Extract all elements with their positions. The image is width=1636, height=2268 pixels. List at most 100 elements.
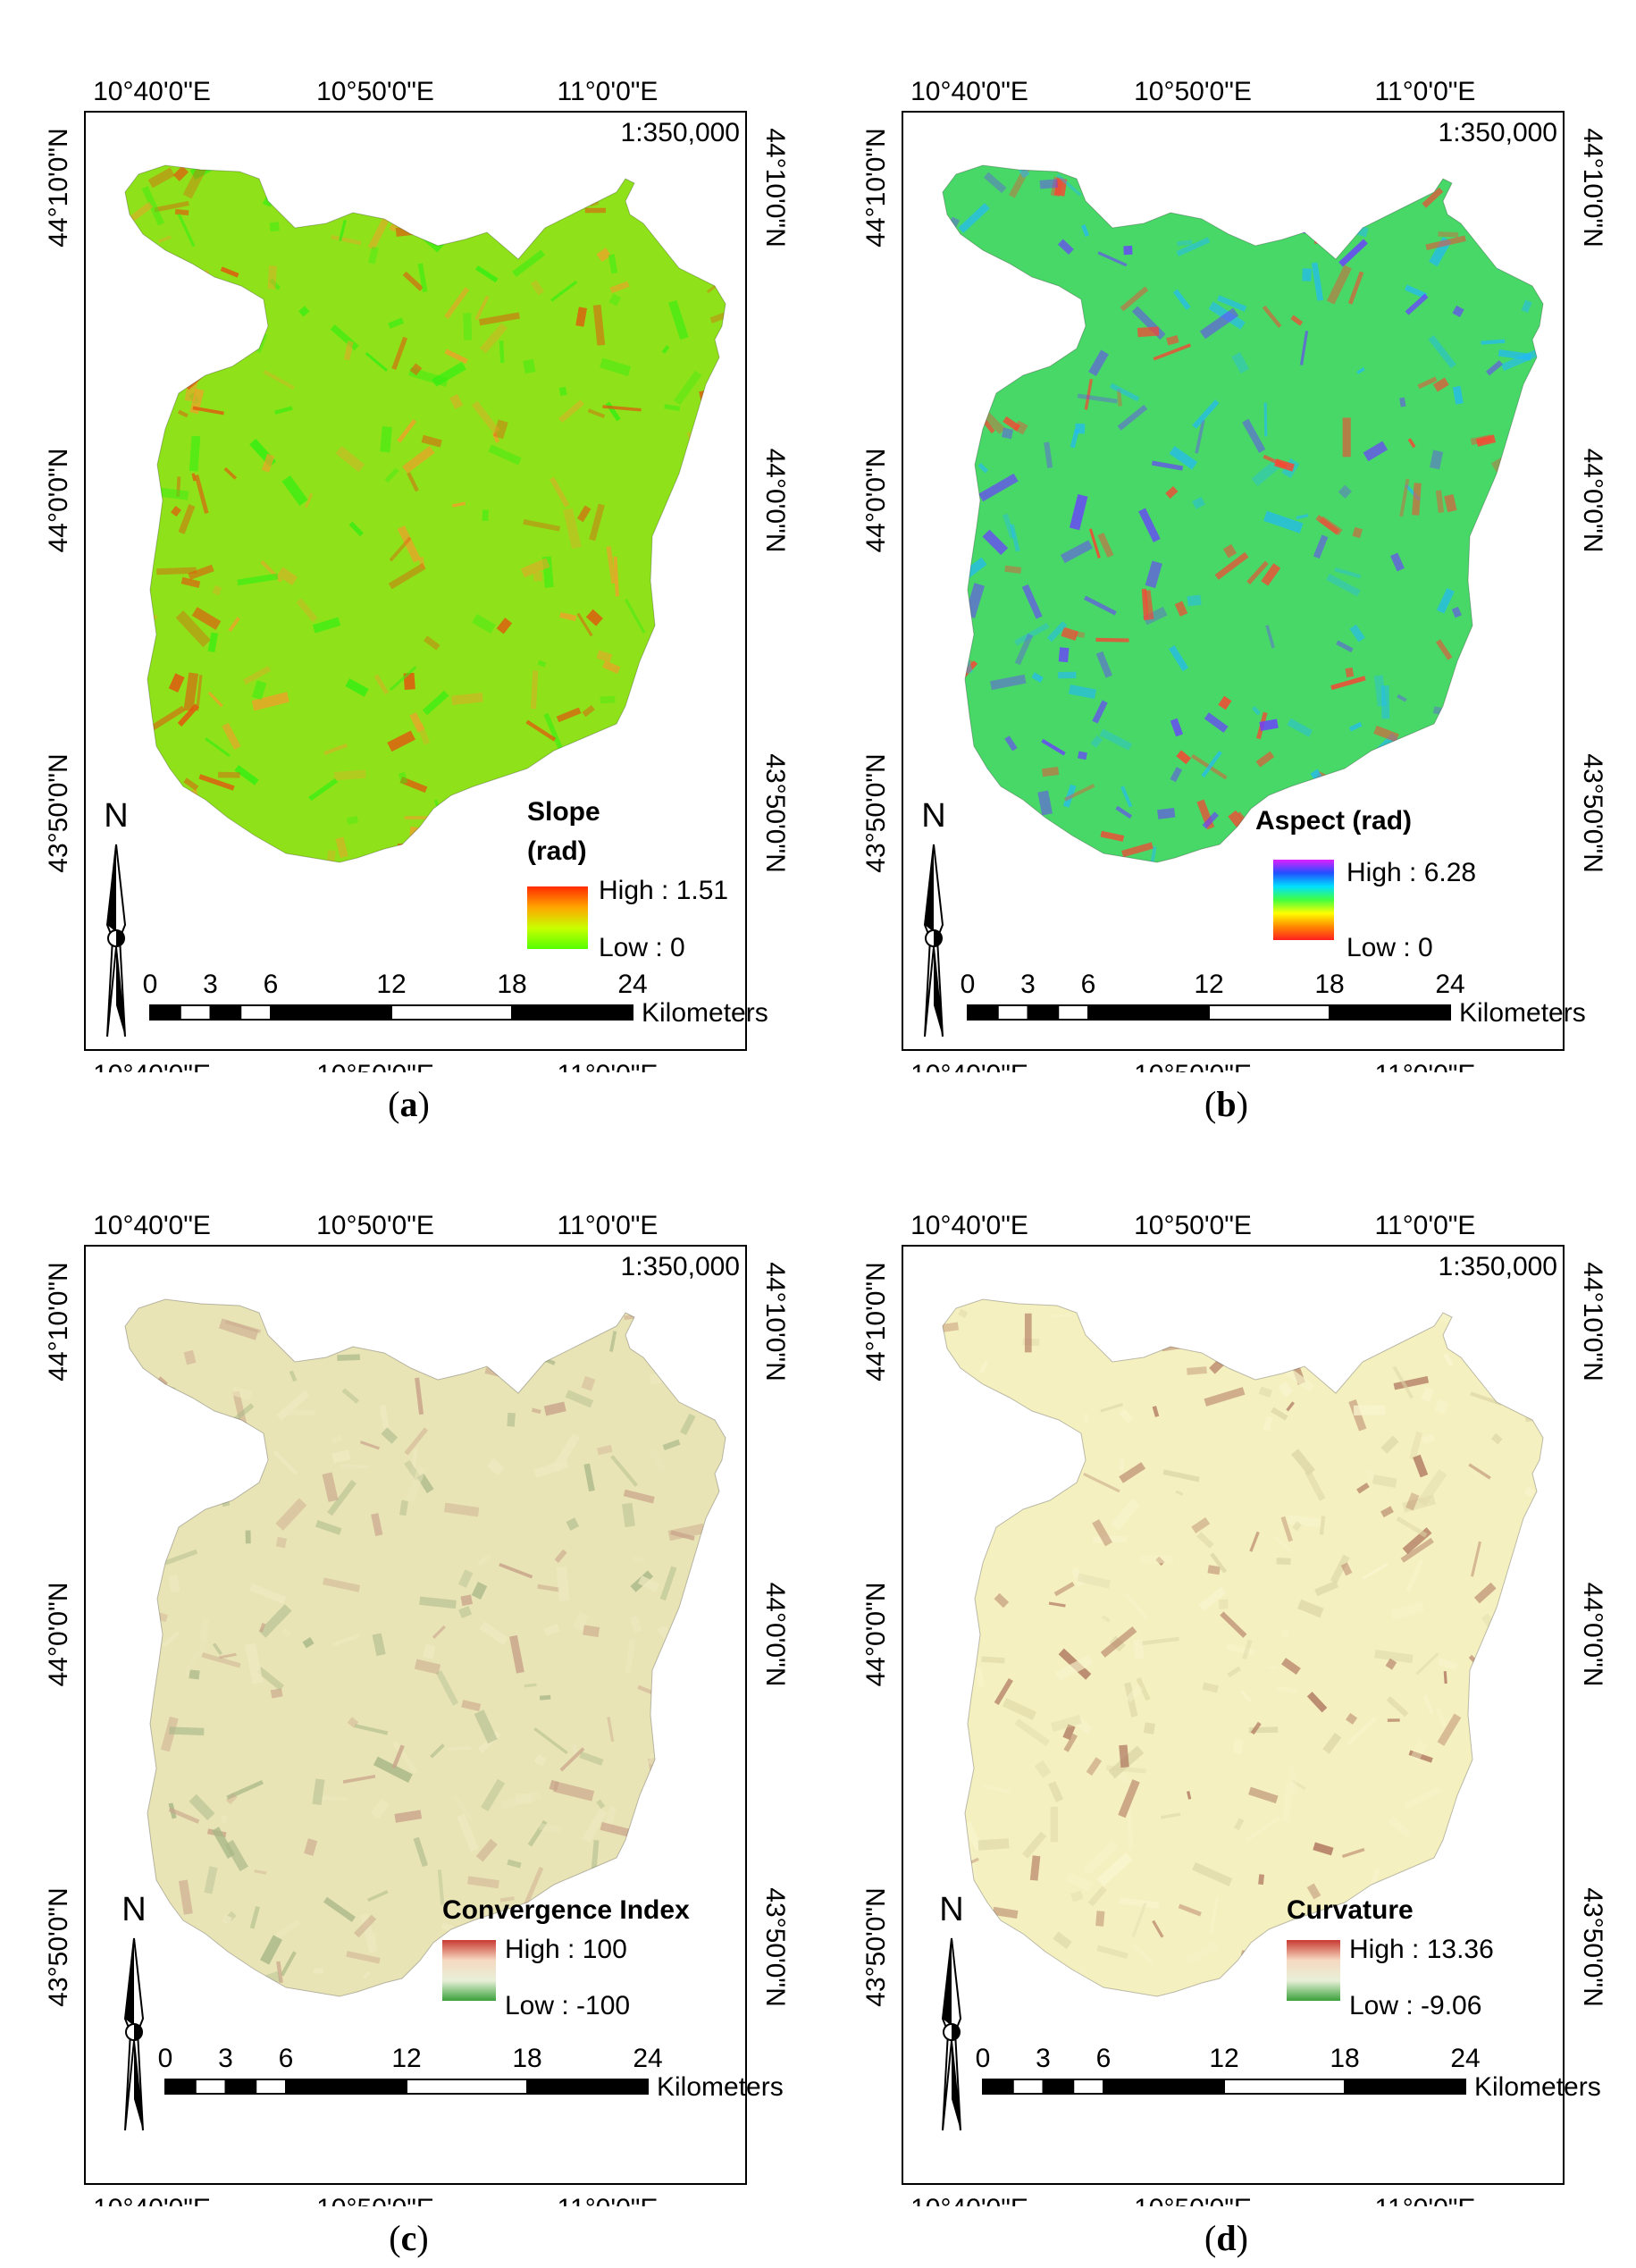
scale-bar-segment [164, 2079, 197, 2095]
legend-color-ramp [442, 1940, 496, 2001]
legend: Slope (rad) High : 1.51 Low : 0 [527, 797, 728, 962]
scale-tick-label: 18 [1314, 970, 1344, 999]
left-latitude-label: 44°10'0"N [861, 128, 891, 247]
north-arrow-icon: N [921, 797, 946, 1037]
legend-low-label: Low : -100 [505, 1991, 630, 2020]
scale-tick-label: 24 [633, 2044, 662, 2073]
scale-bar-segment [224, 2079, 257, 2095]
curvature-map: 10°40'0"E 10°50'0"E 11°0'0"E 10°40'0"E 1… [861, 1211, 1607, 2223]
scale-bar-segment [1329, 1004, 1451, 1021]
scale-unit: Kilometers [657, 2072, 784, 2102]
panel-caption: (d) [1204, 2218, 1248, 2258]
top-longitude-label: 10°40'0"E [93, 1211, 211, 1240]
slope-map: 10°40'0"E 10°50'0"E 11°0'0"E 10°40'0"E 1… [44, 77, 790, 1089]
left-latitude-label: 44°0'0"N [44, 1583, 73, 1687]
legend-title: Curvature [1287, 1895, 1414, 1925]
scale-unit: Kilometers [1459, 998, 1586, 1028]
legend-color-ramp [527, 886, 588, 949]
scale-bar-segment [255, 2079, 287, 2095]
legend-title: Aspect (rad) [1255, 806, 1412, 836]
study-area-region [942, 164, 1544, 863]
scale-tick-label: 24 [617, 970, 647, 999]
bottom-longitude-label: 10°50'0"E [1134, 1060, 1252, 1072]
scale-tick-label: 0 [143, 970, 158, 999]
scale-tick-label: 3 [203, 970, 218, 999]
scale-bar-segment [194, 2079, 227, 2095]
scale-bar-segment [1072, 2079, 1104, 2095]
right-latitude-label: 43°50'0"N [760, 1887, 790, 2006]
scale-unit: Kilometers [1474, 2072, 1601, 2102]
scale-tick-label: 6 [1096, 2044, 1112, 2073]
legend: Curvature High : 13.36 Low : -9.06 [1287, 1895, 1494, 2020]
top-longitude-label: 10°50'0"E [316, 77, 434, 106]
study-area-region [124, 164, 726, 863]
legend: Aspect (rad) High : 6.28 Low : 0 [1255, 806, 1476, 962]
scale-bar-segment [1011, 2079, 1045, 2095]
legend-low-label: Low : 0 [599, 933, 685, 962]
bottom-longitude-label: 10°40'0"E [93, 2194, 211, 2206]
scale-bar-segment [526, 2079, 649, 2095]
right-latitude-label: 44°0'0"N [1578, 449, 1607, 553]
study-area-region [942, 1298, 1544, 1997]
bottom-longitude-label: 10°50'0"E [316, 1060, 434, 1072]
left-latitude-label: 43°50'0"N [44, 753, 73, 872]
bottom-longitude-label: 10°40'0"E [910, 1060, 1028, 1072]
scale-bar: 0 3 6 12 18 24 Kilometers [158, 2044, 784, 2102]
left-latitude-label: 43°50'0"N [861, 1887, 891, 2006]
scale-unit: Kilometers [642, 998, 768, 1028]
map-frame [902, 1245, 1565, 2185]
scale-bar-segment [1208, 1004, 1330, 1021]
top-longitude-label: 10°50'0"E [1134, 77, 1252, 106]
scale-tick-label: 6 [279, 2044, 294, 2073]
scale-bar-segment [1057, 1004, 1089, 1021]
scale-bar-segment [511, 1004, 633, 1021]
bottom-longitude-label: 10°40'0"E [910, 2194, 1028, 2206]
north-arrow-icon: N [122, 1891, 147, 2131]
scale-tick-label: 0 [158, 2044, 173, 2073]
convergence-index-map-panel: 10°40'0"E 10°50'0"E 11°0'0"E 10°40'0"E 1… [0, 1134, 818, 2268]
scale-tick-label: 12 [1209, 2044, 1238, 2073]
right-latitude-label: 43°50'0"N [1578, 1887, 1607, 2006]
legend-subtitle: (rad) [527, 836, 587, 866]
scale-tick-label: 6 [264, 970, 279, 999]
panel-caption: (a) [388, 1084, 430, 1124]
scale-tick-label: 6 [1081, 970, 1096, 999]
scale-tick-label: 12 [1194, 970, 1223, 999]
scale-bar-segment [996, 1004, 1029, 1021]
right-latitude-label: 44°0'0"N [760, 1583, 790, 1687]
aspect-map-panel: 10°40'0"E 10°50'0"E 11°0'0"E 10°40'0"E 1… [818, 0, 1635, 1134]
legend-title: Convergence Index [442, 1895, 690, 1925]
right-latitude-label: 43°50'0"N [1578, 753, 1607, 872]
scale-tick-label: 0 [961, 970, 976, 999]
right-latitude-label: 44°10'0"N [760, 1262, 790, 1381]
map-scale-ratio: 1:350,000 [621, 118, 740, 147]
map-frame [902, 111, 1565, 1051]
north-arrow-icon: N [104, 797, 129, 1037]
bottom-longitude-label: 10°40'0"E [93, 1060, 211, 1072]
scale-tick-label: 18 [512, 2044, 541, 2073]
map-frame [84, 111, 747, 1051]
top-longitude-label: 10°50'0"E [316, 1211, 434, 1240]
left-latitude-label: 44°10'0"N [44, 1262, 73, 1381]
scale-bar-segment [982, 2079, 1014, 2095]
north-arrow-icon: N [939, 1891, 964, 2131]
scale-tick-label: 3 [1036, 2044, 1051, 2073]
scale-bar-segment [406, 2079, 528, 2095]
left-latitude-label: 43°50'0"N [861, 753, 891, 872]
top-longitude-label: 11°0'0"E [1375, 77, 1476, 106]
legend: Convergence Index High : 100 Low : -100 [442, 1895, 690, 2020]
panel-caption: (c) [389, 2218, 429, 2258]
right-latitude-label: 44°10'0"N [1578, 128, 1607, 247]
legend-high-label: High : 1.51 [599, 876, 728, 905]
scale-bar-segment [1027, 1004, 1060, 1021]
legend-high-label: High : 13.36 [1349, 1935, 1494, 1964]
left-latitude-label: 43°50'0"N [44, 1887, 73, 2006]
scale-tick-label: 3 [218, 2044, 233, 2073]
bottom-longitude-label: 10°50'0"E [1134, 2194, 1252, 2206]
top-longitude-label: 10°50'0"E [1134, 1211, 1252, 1240]
scale-bar-segment [390, 1004, 513, 1021]
top-longitude-label: 10°40'0"E [93, 77, 211, 106]
right-latitude-label: 44°10'0"N [760, 128, 790, 247]
legend-high-label: High : 100 [505, 1935, 627, 1964]
top-longitude-label: 11°0'0"E [558, 77, 659, 106]
